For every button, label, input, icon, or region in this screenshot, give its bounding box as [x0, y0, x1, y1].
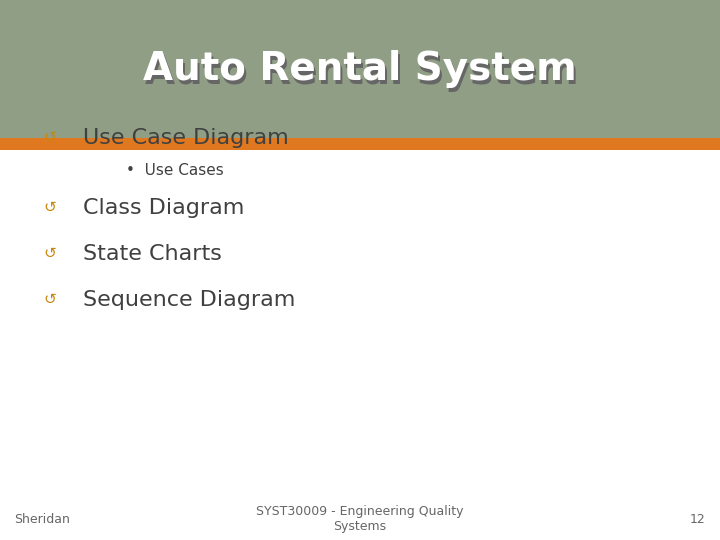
- Text: ↺: ↺: [43, 200, 56, 215]
- Text: ↺: ↺: [43, 130, 56, 145]
- Text: Use Case Diagram: Use Case Diagram: [83, 127, 289, 148]
- Text: Sequence Diagram: Sequence Diagram: [83, 289, 295, 310]
- Text: State Charts: State Charts: [83, 244, 222, 264]
- Text: Class Diagram: Class Diagram: [83, 198, 244, 218]
- Text: 12: 12: [690, 513, 706, 526]
- Text: Auto Rental System: Auto Rental System: [145, 54, 579, 92]
- Text: •  Use Cases: • Use Cases: [126, 163, 224, 178]
- Text: SYST30009 - Engineering Quality
Systems: SYST30009 - Engineering Quality Systems: [256, 505, 464, 534]
- FancyBboxPatch shape: [0, 138, 720, 150]
- Text: Auto Rental System: Auto Rental System: [143, 50, 577, 88]
- FancyBboxPatch shape: [0, 0, 720, 138]
- Text: ↺: ↺: [43, 292, 56, 307]
- Text: Sheridan: Sheridan: [14, 513, 71, 526]
- Text: ↺: ↺: [43, 246, 56, 261]
